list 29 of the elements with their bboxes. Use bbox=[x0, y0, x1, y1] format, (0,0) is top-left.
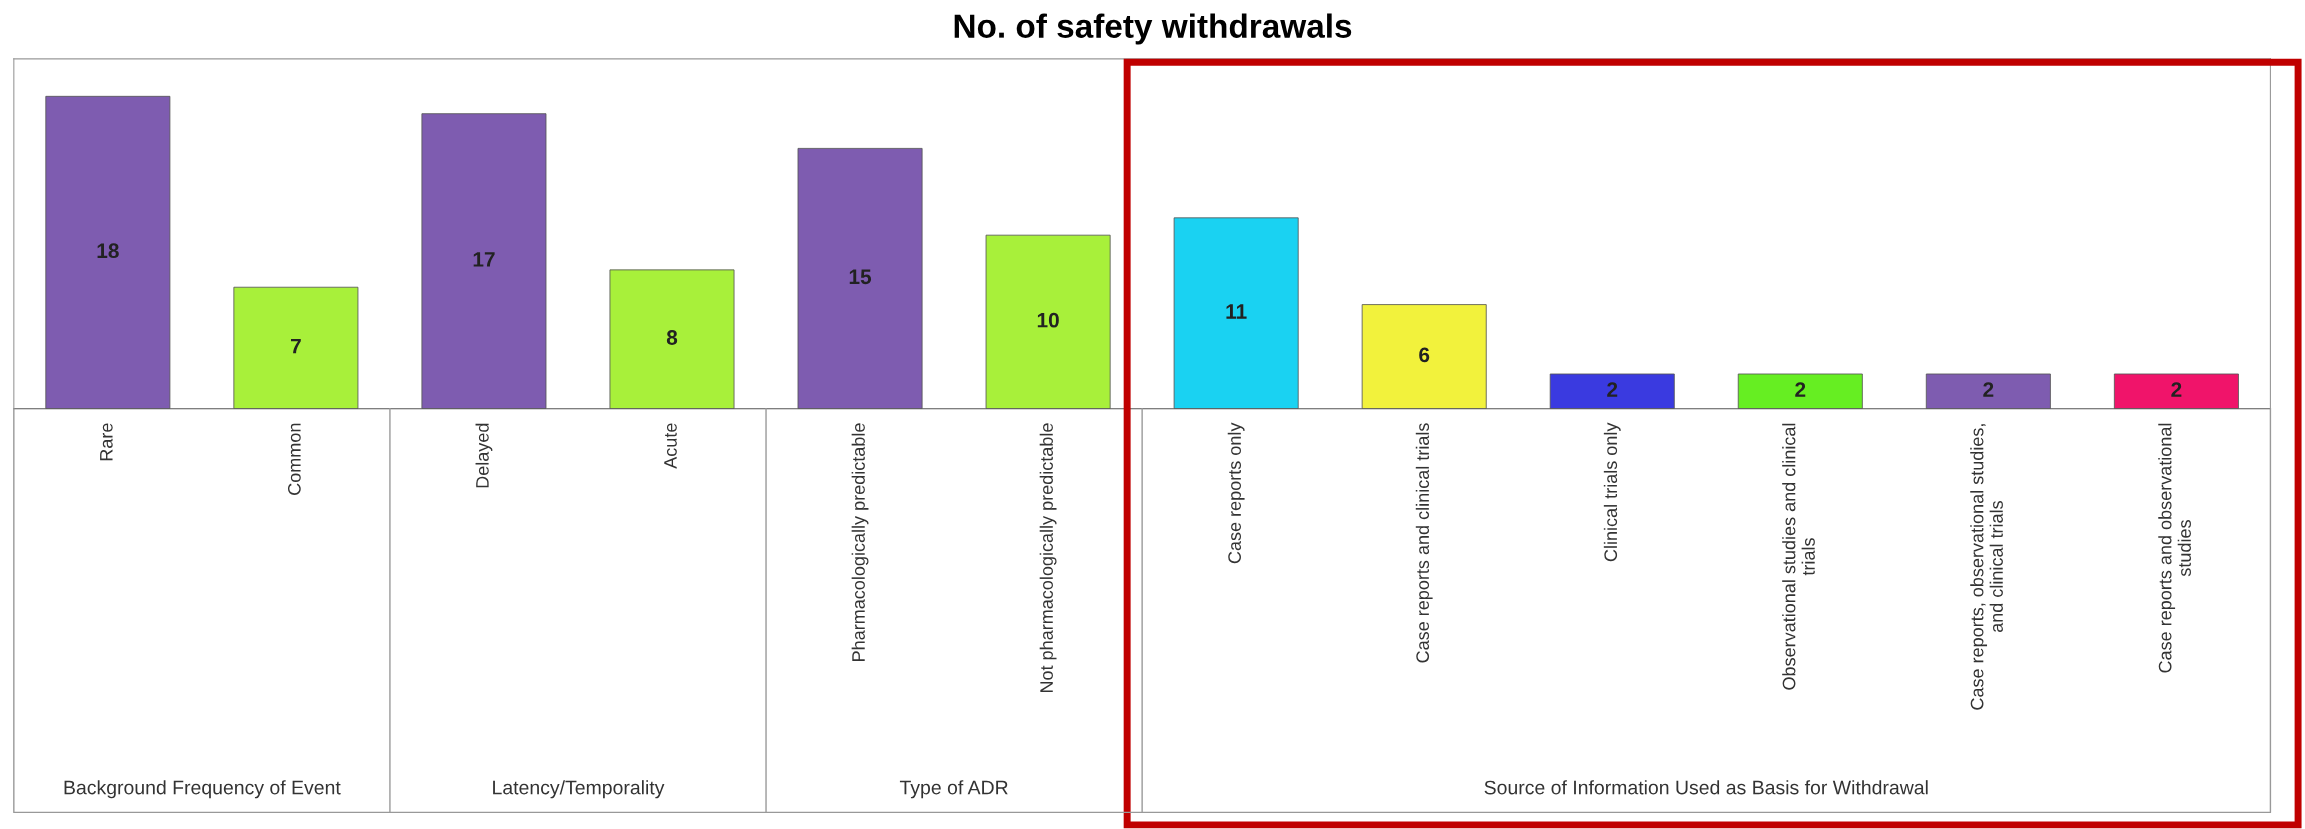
data-label: 2 bbox=[2171, 382, 2182, 397]
x-tick-label: Delayed bbox=[475, 423, 493, 488]
data-label: 2 bbox=[1607, 382, 1618, 397]
data-label: 7 bbox=[291, 339, 301, 354]
x-tick-label: Acute bbox=[664, 423, 677, 469]
data-label: 18 bbox=[97, 243, 119, 259]
x-tick-label: Rare bbox=[100, 423, 113, 461]
data-label: 17 bbox=[473, 252, 495, 267]
x-tick-label: Case reports and observational studies bbox=[2158, 423, 2191, 673]
x-tick-label: Clinical trials only bbox=[1603, 422, 1621, 562]
x-tick-label: Observational studies and clinical trials bbox=[1782, 423, 1815, 690]
data-label: 2 bbox=[1983, 382, 1994, 397]
x-tick-label: Not pharmacologically predictable bbox=[1039, 423, 1057, 693]
text: Latency/Temporality bbox=[493, 780, 665, 799]
data-label: 10 bbox=[1037, 312, 1059, 328]
x-tick-label: Case reports and clinical trials bbox=[1415, 423, 1433, 663]
x-tick-label: Case reports, observational studies, and clinical trials bbox=[1970, 424, 2003, 710]
data-label: 2 bbox=[1795, 382, 1806, 397]
x-tick-label: Pharmacologically predictable bbox=[851, 423, 869, 661]
data-label: 6 bbox=[1419, 347, 1430, 363]
source-note: Source of Information Used as Basis for Withdrawal bbox=[1484, 780, 1928, 795]
x-tick-label: Common bbox=[287, 423, 301, 495]
chart-title: No. of safety withdrawals bbox=[954, 13, 1352, 45]
data-label: 15 bbox=[849, 269, 872, 285]
text: Background Frequency of Event bbox=[64, 780, 341, 799]
text: Type of ADR bbox=[899, 780, 1008, 799]
data-label: 11 bbox=[1226, 304, 1247, 319]
x-tick-label: Case reports only bbox=[1227, 422, 1245, 564]
data-label: 8 bbox=[666, 330, 678, 345]
